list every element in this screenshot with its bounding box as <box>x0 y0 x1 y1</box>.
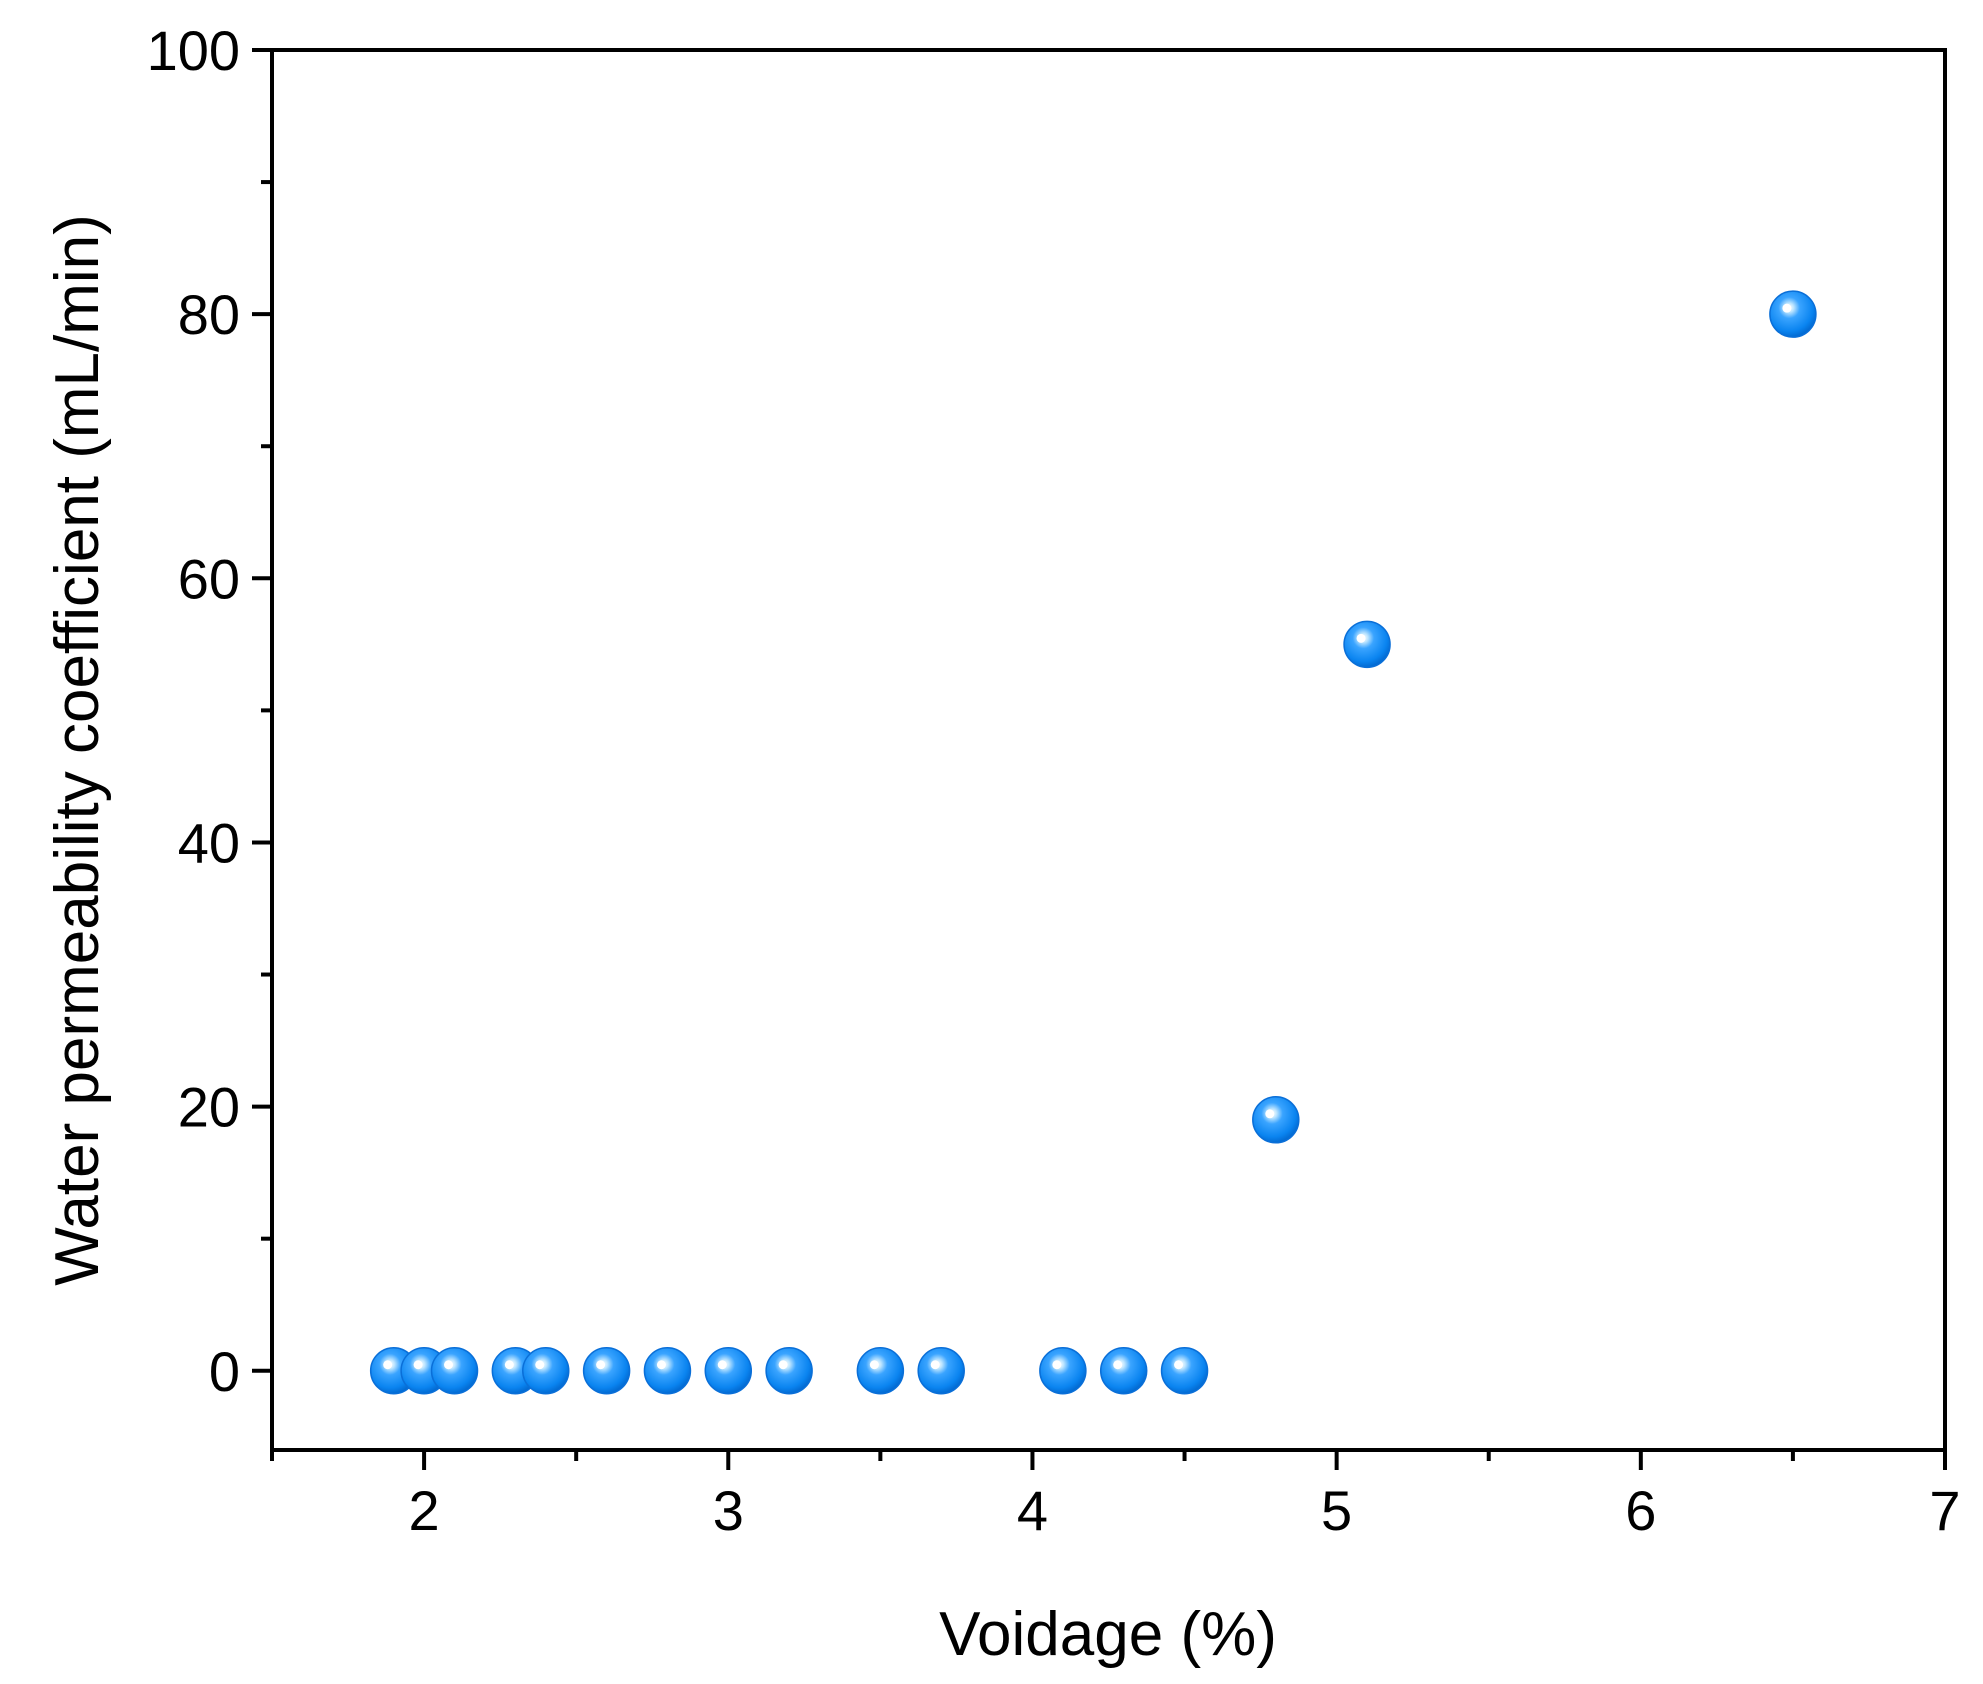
y-axis-title: Water permeability coefficient (mL/min) <box>43 214 112 1286</box>
data-point <box>1343 620 1391 669</box>
data-point <box>856 1347 905 1395</box>
data-point <box>1039 1347 1087 1395</box>
data-point <box>1099 1347 1148 1395</box>
y-tick-label: 0 <box>209 1340 240 1403</box>
data-points <box>369 290 1817 1395</box>
data-point <box>1160 1347 1209 1395</box>
x-tick-label: 2 <box>409 1479 440 1542</box>
y-tick-label: 60 <box>178 547 240 610</box>
y-tick-label: 100 <box>147 19 240 82</box>
data-point <box>522 1347 570 1395</box>
y-tick-label: 80 <box>178 283 240 346</box>
x-tick-label: 3 <box>713 1479 744 1542</box>
data-point <box>582 1347 631 1395</box>
data-point <box>430 1347 479 1395</box>
x-tick-label: 6 <box>1625 1479 1656 1542</box>
x-tick-label: 7 <box>1929 1479 1960 1542</box>
data-point <box>765 1347 813 1395</box>
x-tick-label: 4 <box>1017 1479 1048 1542</box>
y-tick-label: 20 <box>178 1076 240 1139</box>
data-point <box>1769 290 1817 338</box>
x-axis-title: Voidage (%) <box>939 1600 1277 1669</box>
y-axis-ticks: 0 20 40 60 80 100 <box>147 19 272 1403</box>
x-tick-label: 5 <box>1321 1479 1352 1542</box>
data-point <box>917 1347 965 1395</box>
data-point <box>1252 1096 1300 1144</box>
data-point <box>704 1347 753 1395</box>
y-tick-label: 40 <box>178 811 240 874</box>
x-axis-ticks: 2 3 4 5 6 7 <box>270 1450 1961 1542</box>
plot-frame <box>270 48 1947 1452</box>
data-point <box>643 1347 692 1395</box>
